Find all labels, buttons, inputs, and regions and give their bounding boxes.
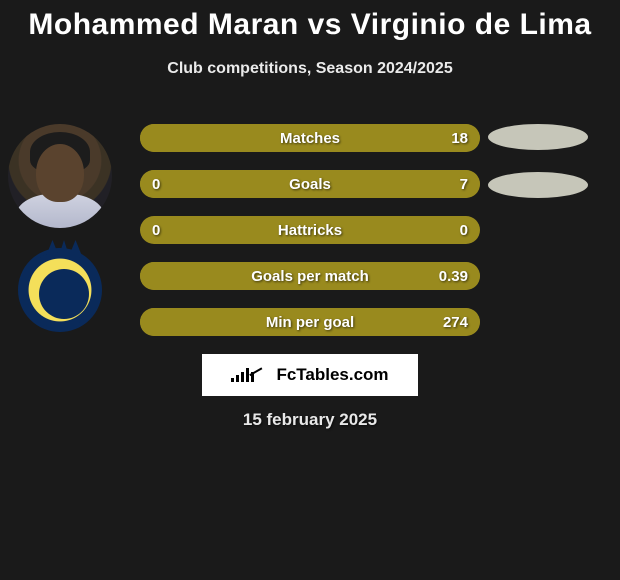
club-badge (18, 248, 102, 332)
decorative-ellipse (488, 124, 588, 150)
avatars-column (8, 124, 112, 332)
date-label: 15 february 2025 (0, 410, 620, 430)
stat-label: Hattricks (278, 222, 342, 239)
decorative-ellipse (488, 172, 588, 198)
stat-row: Matches 18 (140, 124, 480, 152)
player-avatar-left (8, 124, 112, 228)
stat-value-left: 0 (152, 222, 160, 239)
stat-label: Min per goal (266, 314, 354, 331)
stat-label: Matches (280, 130, 340, 147)
stat-value-right: 7 (460, 176, 468, 193)
stat-value-left: 0 (152, 176, 160, 193)
logo-text: FcTables.com (276, 365, 388, 385)
stats-column: Matches 18 0 Goals 7 0 Hattricks 0 Goals per mat… (140, 124, 480, 354)
stat-value-right: 18 (451, 130, 468, 147)
stat-label: Goals (289, 176, 331, 193)
stat-row: 0 Hattricks 0 (140, 216, 480, 244)
stat-value-right: 274 (443, 314, 468, 331)
logo-bars-icon (231, 368, 270, 382)
stat-value-right: 0.39 (439, 268, 468, 285)
stat-label: Goals per match (251, 268, 369, 285)
right-ellipses (488, 124, 608, 226)
fctables-logo: FcTables.com (202, 354, 418, 396)
stat-row: Goals per match 0.39 (140, 262, 480, 290)
stat-row: 0 Goals 7 (140, 170, 480, 198)
comparison-title: Mohammed Maran vs Virginio de Lima (0, 0, 620, 42)
subtitle: Club competitions, Season 2024/2025 (0, 60, 620, 78)
stat-value-right: 0 (460, 222, 468, 239)
stat-row: Min per goal 274 (140, 308, 480, 336)
